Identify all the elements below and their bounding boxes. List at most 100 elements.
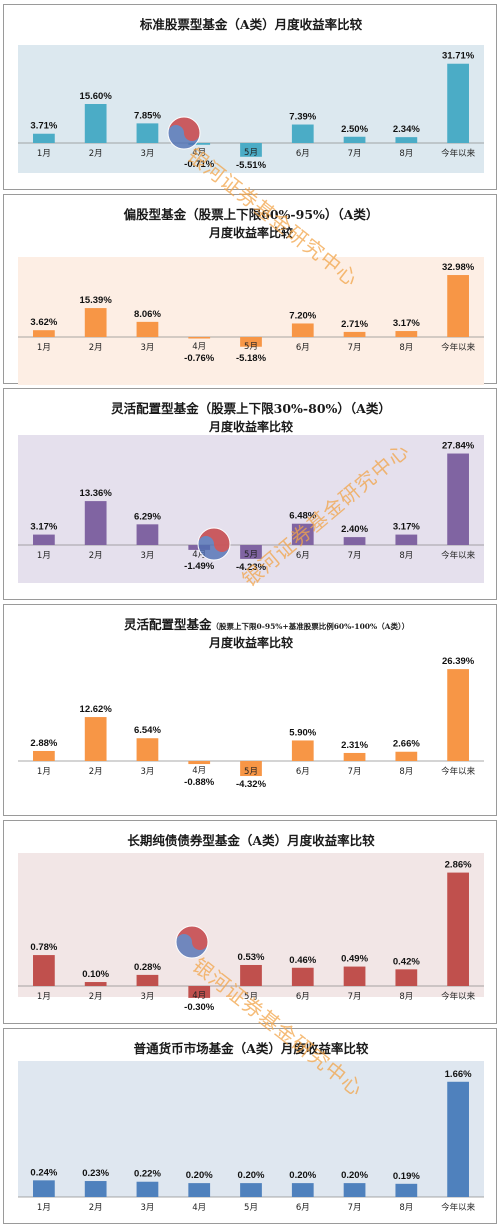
category-label: 今年以来 [441,766,476,777]
category-label: 2月 [89,992,103,1002]
bar [240,761,262,777]
bar [291,740,314,761]
category-label: 4月 [192,550,206,560]
bar [395,1183,418,1197]
category-label: 7月 [348,767,362,777]
bar [343,331,366,337]
bar [240,1183,262,1197]
bar [33,330,55,337]
data-label: 2.66% [393,739,420,750]
data-label: 32.98% [442,262,475,273]
data-label: 6.54% [134,725,161,736]
bar [136,738,159,761]
category-label: 1月 [37,992,51,1002]
bar [447,275,469,337]
bar [343,752,366,761]
chart-svg: 长期纯债债券型基金（A类）月度收益率比较 0.78% 1月 0.10% 2月 0.28% 3… [18,833,484,1013]
bar [136,524,159,545]
data-label: 2.50% [341,124,368,135]
category-label: 6月 [296,992,310,1002]
category-label: 6月 [296,551,310,561]
category-label: 7月 [348,551,362,561]
bar [136,974,159,986]
data-label: 0.20% [289,1170,316,1181]
data-label: 12.62% [80,704,113,715]
category-label: 3月 [140,767,154,777]
category-label: 6月 [296,767,310,777]
data-label: 2.34% [393,124,420,135]
chart-panel-5: 长期纯债债券型基金（A类）月度收益率比较 0.78% 1月 0.10% 2月 0.28% 3… [3,820,497,1024]
data-label: 2.86% [445,860,472,871]
chart-title-note: （股票上下限0-95%+基准股票比例60%-100%（A类）） [212,621,410,631]
bar [447,63,469,143]
data-label: -0.71% [184,159,215,170]
bar [395,751,418,761]
bar [188,1183,211,1197]
data-label: 7.20% [289,310,316,321]
data-label: 0.22% [134,1169,161,1180]
category-label: 8月 [399,1203,413,1213]
chart-title: 灵活配置型基金（股票上下限30%-80%）（A类） [111,401,391,416]
category-label: 5月 [244,550,258,560]
category-label: 5月 [244,992,258,1002]
category-label: 7月 [348,1203,362,1213]
data-label: 31.71% [442,51,475,62]
bar [291,323,314,337]
chart-svg: 普通货币市场基金（A类）月度收益率比较 0.24% 1月 0.23% 2月 0.22% 3月… [18,1041,484,1213]
category-label: 1月 [37,1203,51,1213]
data-label: -0.76% [184,353,215,364]
category-label: 5月 [244,342,258,352]
bar [343,966,366,986]
category-label: 1月 [37,343,51,353]
data-label: 0.23% [82,1168,109,1179]
chart-svg: 灵活配置型基金（股票上下限0-95%+基准股票比例60%-100%（A类）） 月度… [18,617,484,791]
data-label: 6.48% [289,511,316,522]
data-label: 0.20% [186,1170,213,1181]
chart-panel-2: 偏股型基金（股票上下限60%-95%）（A类） 月度收益率比较 3.62% 1月 15.… [3,194,497,385]
data-label: -1.49% [184,561,215,572]
category-label: 4月 [192,991,206,1001]
bar [240,337,262,347]
bar [240,545,262,559]
bar [136,321,159,337]
chart-panel-4: 灵活配置型基金（股票上下限0-95%+基准股票比例60%-100%（A类）） 月度… [3,604,497,816]
category-label: 5月 [244,148,258,158]
category-label: 2月 [89,1203,103,1213]
bar [84,717,107,761]
category-label: 8月 [399,343,413,353]
bar [188,761,211,765]
chart-title: 标准股票型基金（A类）月度收益率比较 [139,17,363,32]
bar [33,955,55,986]
bar [291,967,314,986]
chart-panel-1: 标准股票型基金（A类）月度收益率比较 3.71% 1月 15.60% 2月 7.85% 3月… [3,4,497,190]
data-label: 5.90% [289,727,316,738]
bar [447,1081,469,1197]
bar [291,523,314,545]
data-label: 0.10% [82,969,109,980]
data-label: -4.23% [236,562,267,573]
data-label: 0.24% [30,1167,57,1178]
data-label: 0.46% [289,955,316,966]
chart-panel-3: 灵活配置型基金（股票上下限30%-80%）（A类） 月度收益率比较 3.17% 1月 1… [3,388,497,600]
data-label: 3.17% [30,522,57,533]
plot-area [18,1061,484,1197]
chart-title: 灵活配置型基金（股票上下限0-95%+基准股票比例60%-100%（A类）） [124,617,409,632]
category-label: 1月 [37,551,51,561]
bar [84,501,107,545]
category-label: 7月 [348,149,362,159]
bar [84,1181,107,1197]
bar [188,986,211,998]
data-label: 3.71% [30,121,57,132]
category-label: 3月 [140,343,154,353]
data-label: 0.19% [393,1171,420,1182]
bar [136,1181,159,1197]
data-label: 13.36% [80,488,113,499]
data-label: 0.53% [238,952,265,963]
bar [84,104,107,143]
bar [136,123,159,143]
category-label: 5月 [244,767,258,777]
category-label: 3月 [140,551,154,561]
bar [395,534,418,545]
category-label: 2月 [89,149,103,159]
category-label: 2月 [89,767,103,777]
